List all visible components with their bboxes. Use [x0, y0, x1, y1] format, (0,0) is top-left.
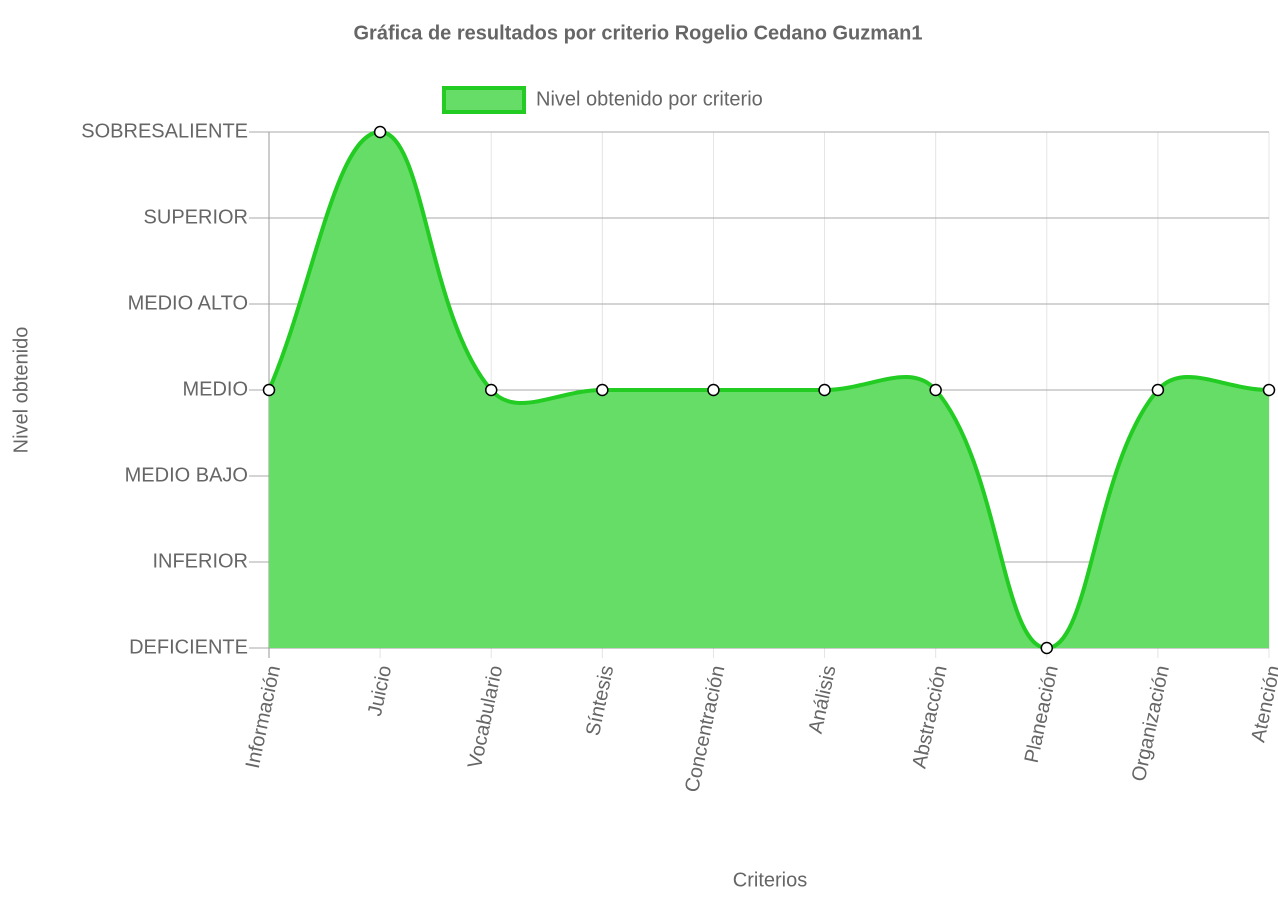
point — [262, 383, 276, 397]
x-tick-label: Vocabulario — [464, 664, 507, 771]
point — [1151, 383, 1165, 397]
y-tick-label: MEDIO BAJO — [125, 464, 248, 486]
point — [484, 383, 498, 397]
x-tick-label: Planeación — [1021, 664, 1063, 765]
x-axis-title: Criterios — [733, 869, 807, 891]
point — [373, 125, 387, 139]
line — [267, 129, 1270, 651]
x-tick-label: Síntesis — [582, 664, 618, 738]
x-tick-label: Información — [242, 664, 285, 771]
point — [818, 383, 831, 397]
y-tick-label: DEFICIENTE — [129, 636, 248, 658]
y-axis-title: Nivel obtenido — [10, 327, 32, 454]
x-tick-label: Concentración — [681, 664, 729, 795]
y-tick-label: MEDIO — [182, 378, 248, 400]
point — [596, 383, 609, 397]
point — [929, 383, 942, 397]
chart-title: Gráfica de resultados por criterio Rogel… — [353, 22, 922, 44]
x-tick-label: Abstracción — [908, 664, 951, 771]
point — [1262, 383, 1276, 397]
point — [707, 383, 720, 397]
legend-label: Nivel obtenido por criterio — [536, 88, 763, 110]
x-tick-label: Juicio — [364, 664, 396, 719]
y-tick-label: SUPERIOR — [144, 206, 248, 228]
y-tick-label: INFERIOR — [152, 550, 248, 572]
x-tick-label: Organización — [1128, 664, 1174, 784]
x-tick-label: Atención — [1247, 664, 1278, 745]
x-tick-label: Análisis — [805, 664, 841, 736]
point — [1040, 641, 1054, 655]
legend-swatch — [442, 86, 526, 114]
y-tick-label: SOBRESALIENTE — [81, 120, 248, 142]
y-tick-label: MEDIO ALTO — [128, 292, 248, 314]
